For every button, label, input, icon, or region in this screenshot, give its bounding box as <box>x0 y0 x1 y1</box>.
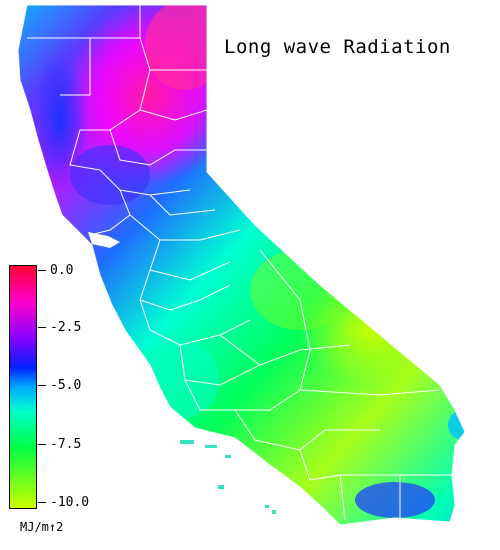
colorbar-tick <box>38 502 46 503</box>
colorbar-tick-label: 0.0 <box>50 263 74 278</box>
channel-islands <box>180 440 276 514</box>
map-title: Long wave Radiation <box>224 36 451 58</box>
colorbar-unit: MJ/m↑2 <box>20 520 64 534</box>
colorbar-tick <box>38 385 46 386</box>
colorbar-tick <box>38 444 46 445</box>
state-outline <box>17 4 466 526</box>
colorbar-tick-label: -2.5 <box>50 320 82 335</box>
bay-inlet <box>88 232 120 248</box>
colorbar-tick-label: -10.0 <box>50 495 90 510</box>
colorbar-tick <box>38 270 46 271</box>
colorbar-tick-label: -5.0 <box>50 378 82 393</box>
county-boundaries <box>27 5 455 521</box>
colorbar <box>9 265 37 509</box>
colorbar-tick-label: -7.5 <box>50 437 82 452</box>
colorbar-tick <box>38 327 46 328</box>
